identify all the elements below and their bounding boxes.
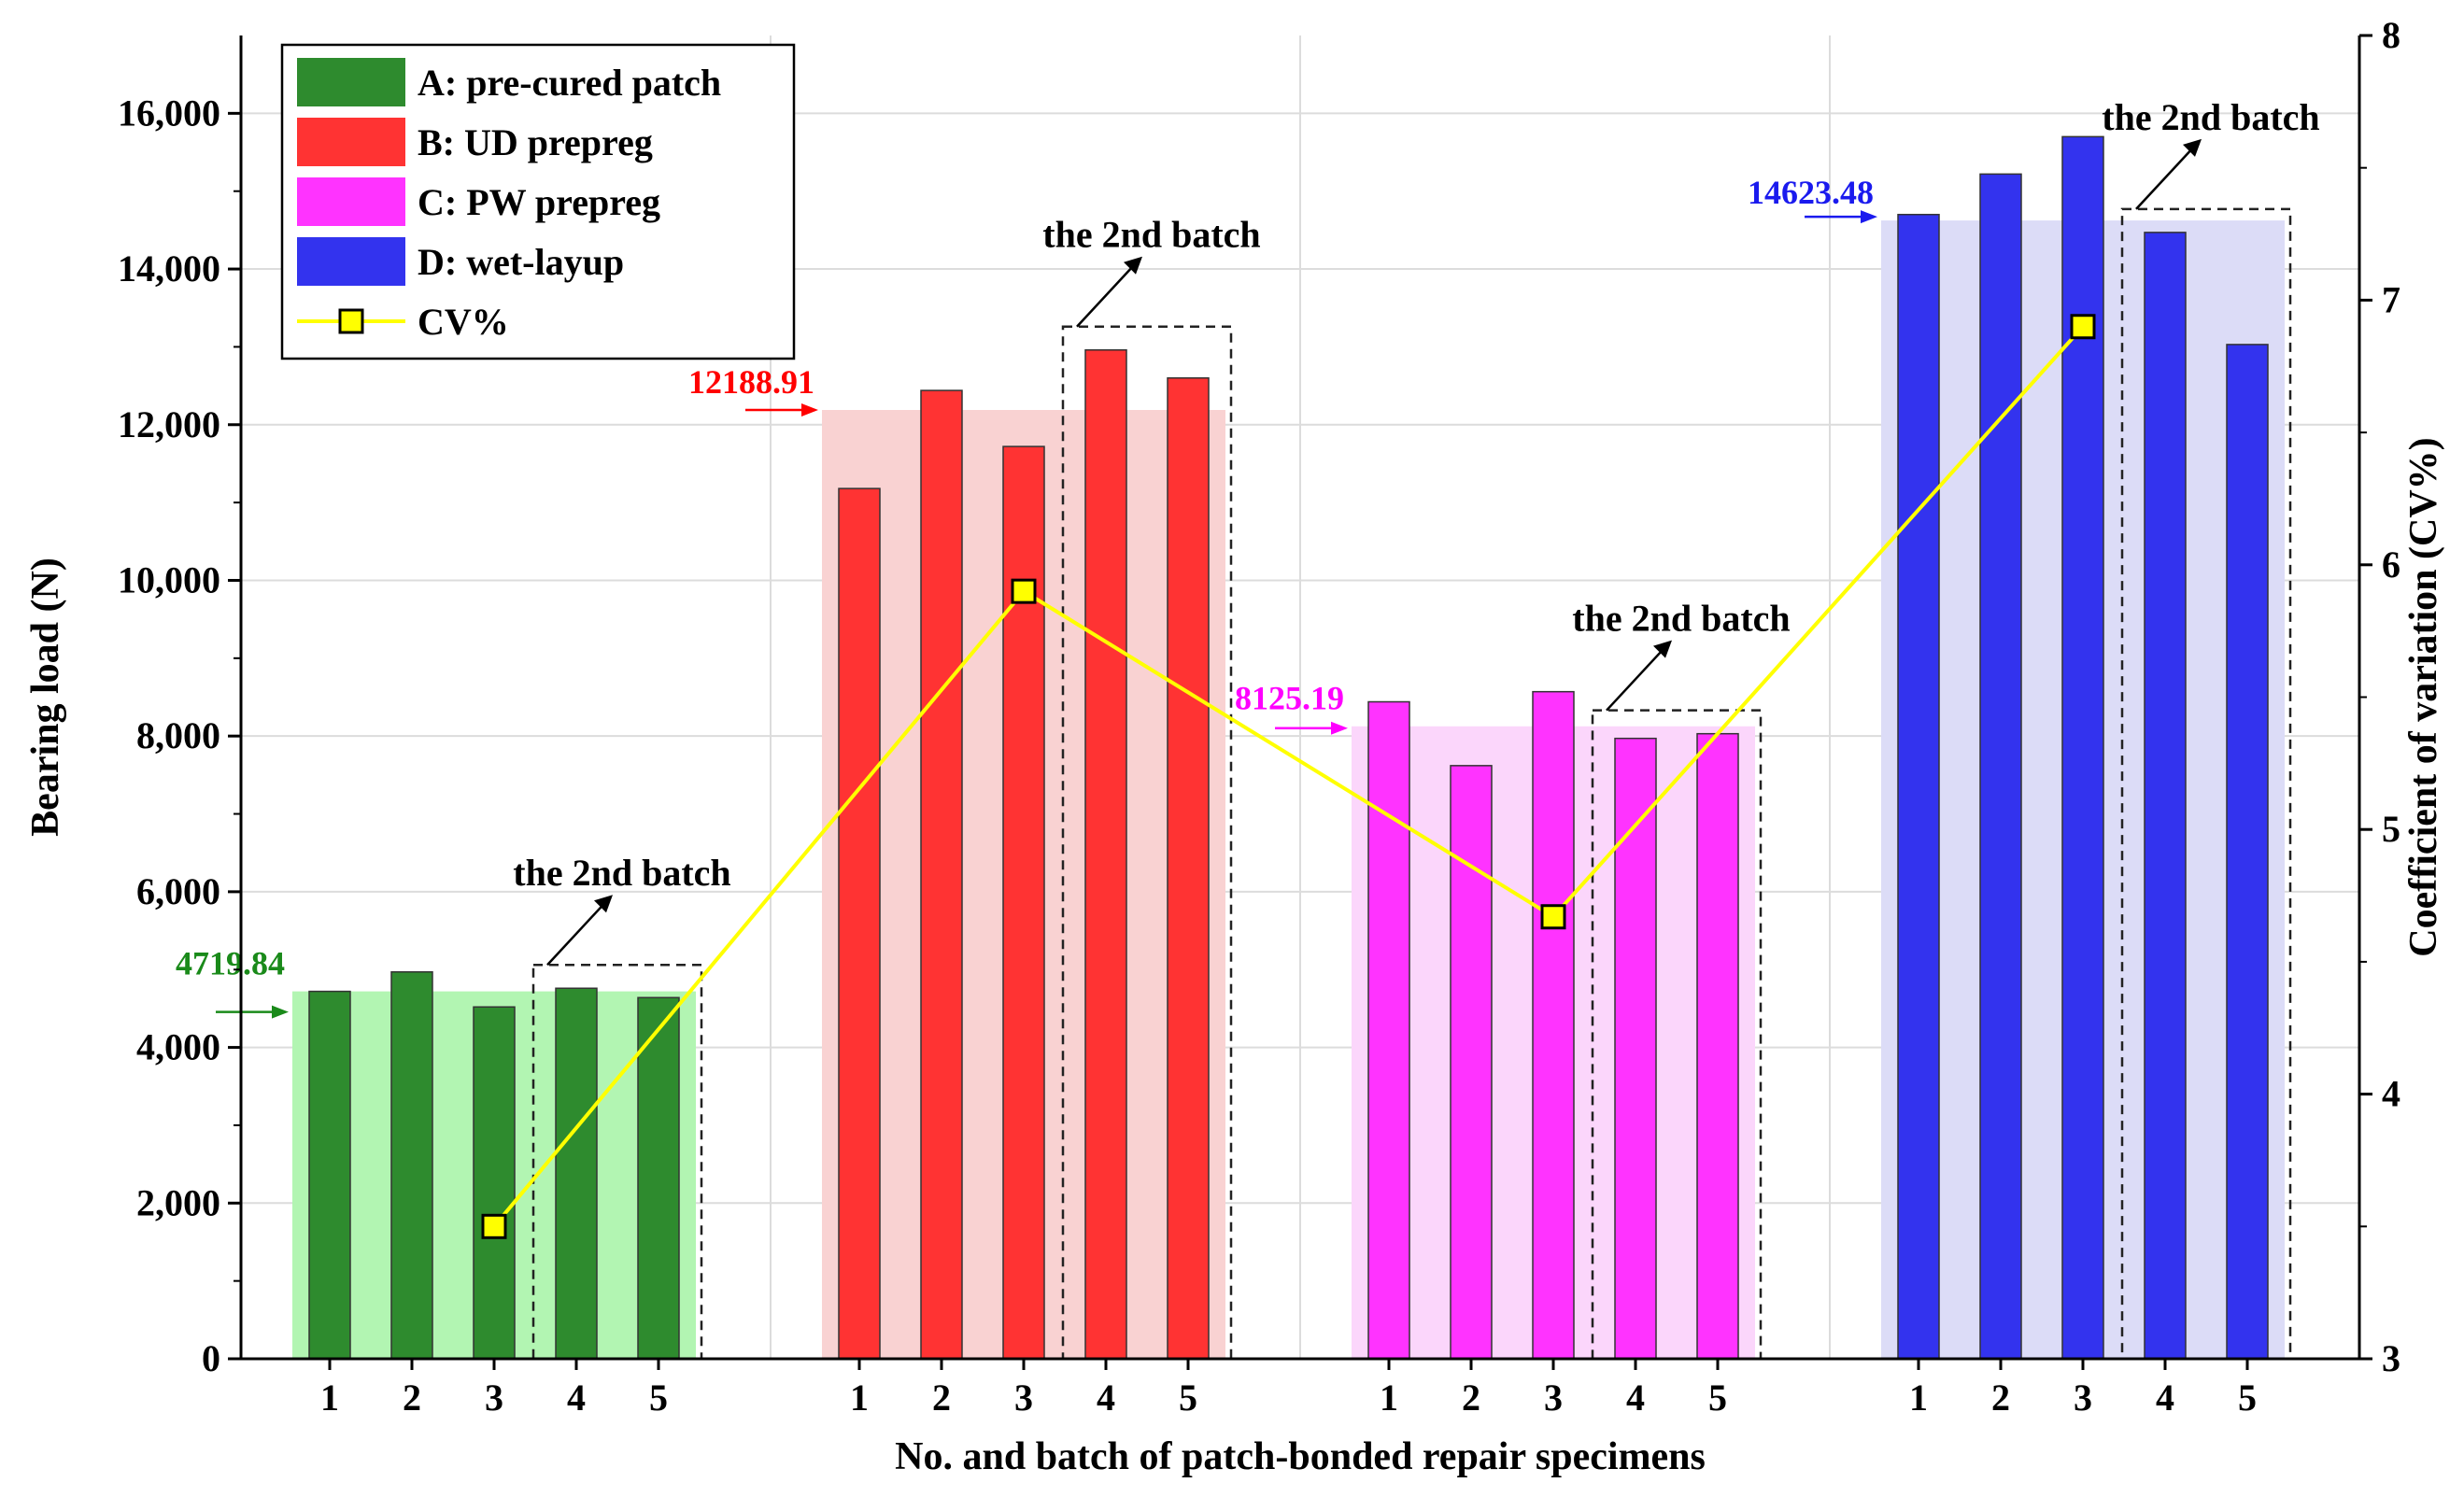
y-tick-label: 12,000 (118, 403, 220, 445)
bar (1614, 737, 1657, 1360)
y-axis-title: Bearing load (N) (24, 558, 67, 837)
batch-arrow-head (1653, 640, 1672, 658)
x-tick-label: 5 (1179, 1377, 1197, 1419)
bar (920, 389, 963, 1360)
x-tick-label: 5 (2238, 1377, 2257, 1419)
x-tick-label: 4 (2156, 1377, 2174, 1419)
bar (2144, 232, 2187, 1360)
bar (390, 970, 433, 1360)
bar (637, 996, 680, 1360)
bar (2226, 344, 2269, 1360)
y-tick-label: 8,000 (136, 714, 220, 756)
bar (555, 987, 598, 1360)
legend-swatch (297, 177, 405, 226)
cv-point (1011, 578, 1037, 604)
bar (1532, 690, 1575, 1360)
legend-label: A: pre-cured patch (418, 62, 721, 104)
batch-label: the 2nd batch (2102, 96, 2319, 138)
y2-tick-label: 4 (2382, 1073, 2400, 1115)
bar (1367, 700, 1410, 1360)
y-tick-label: 10,000 (118, 558, 220, 600)
legend-label: D: wet-layup (418, 241, 624, 283)
y2-tick-label: 6 (2382, 544, 2400, 586)
cv-line (492, 325, 2085, 1228)
y2-tick-label: 8 (2382, 14, 2400, 56)
batch-arrow (1606, 644, 1667, 712)
legend-swatch (297, 237, 405, 286)
mean-arrow-head (1331, 721, 1348, 735)
bar (473, 1006, 516, 1360)
mean-arrow-head (801, 403, 818, 417)
bar (1084, 348, 1127, 1360)
x-tick-label: 3 (1014, 1377, 1033, 1419)
mean-label: 12188.91 (688, 363, 814, 401)
x-tick-label: 2 (1462, 1377, 1480, 1419)
mean-label: 14623.48 (1748, 174, 1874, 211)
x-tick-label: 3 (1544, 1377, 1563, 1419)
cv-point (481, 1213, 507, 1239)
mean-arrow-head (1861, 210, 1877, 224)
legend-swatch (297, 58, 405, 106)
x-tick-label: 2 (932, 1377, 951, 1419)
y2-tick-label: 7 (2382, 278, 2400, 320)
legend-cv-marker (338, 308, 364, 334)
y-tick-label: 0 (202, 1337, 220, 1379)
y-tick-label: 2,000 (136, 1181, 220, 1223)
mean-label: 8125.19 (1235, 680, 1344, 717)
bar (1696, 732, 1739, 1360)
y2-tick-label: 5 (2382, 808, 2400, 850)
bar (1897, 213, 1940, 1360)
y-tick-label: 6,000 (136, 870, 220, 912)
x-tick-label: 3 (2074, 1377, 2092, 1419)
batch-arrow (1076, 261, 1138, 328)
legend-swatch (297, 118, 405, 166)
x-tick-label: 1 (1380, 1377, 1398, 1419)
bar (1979, 173, 2022, 1360)
x-tick-label: 4 (1097, 1377, 1115, 1419)
x-tick-label: 1 (850, 1377, 869, 1419)
mean-label: 4719.84 (176, 945, 285, 982)
batch-arrow-head (594, 895, 613, 913)
x-tick-label: 5 (649, 1377, 668, 1419)
x-tick-label: 5 (1708, 1377, 1727, 1419)
batch-label: the 2nd batch (1042, 214, 1260, 256)
x-tick-label: 1 (320, 1377, 339, 1419)
batch-arrow (2135, 144, 2197, 210)
y2-tick-label: 3 (2382, 1337, 2400, 1379)
x-tick-label: 2 (1991, 1377, 2010, 1419)
legend-label: B: UD prepreg (418, 121, 653, 163)
y-tick-label: 14,000 (118, 247, 220, 289)
batch-box (531, 963, 703, 1361)
x-axis-title: No. and batch of patch-bonded repair spe… (895, 1435, 1706, 1478)
bar (308, 990, 351, 1360)
y-tick-label: 16,000 (118, 92, 220, 134)
y-tick-label: 4,000 (136, 1026, 220, 1068)
batch-label: the 2nd batch (1572, 598, 1790, 640)
mean-arrow-head (272, 1005, 289, 1019)
x-tick-label: 3 (485, 1377, 503, 1419)
bar (2061, 135, 2104, 1360)
y2-axis-title: Coefficient of variation (CV%) (2402, 437, 2445, 956)
batch-box (1061, 325, 1233, 1361)
x-tick-label: 2 (403, 1377, 421, 1419)
batch-arrow-head (1124, 256, 1142, 275)
batch-label: the 2nd batch (513, 852, 730, 894)
batch-arrow (546, 899, 608, 967)
bar (1167, 377, 1210, 1360)
batch-box (1591, 709, 1763, 1361)
cv-point (2070, 314, 2096, 340)
bar (1450, 765, 1493, 1360)
cv-point (1540, 904, 1566, 930)
x-tick-label: 4 (567, 1377, 586, 1419)
legend-label: C: PW prepreg (418, 181, 660, 223)
bar (838, 487, 881, 1360)
batch-arrow-head (2183, 138, 2202, 157)
x-tick-label: 1 (1909, 1377, 1928, 1419)
x-tick-label: 4 (1626, 1377, 1645, 1419)
legend-label: CV% (418, 301, 509, 343)
